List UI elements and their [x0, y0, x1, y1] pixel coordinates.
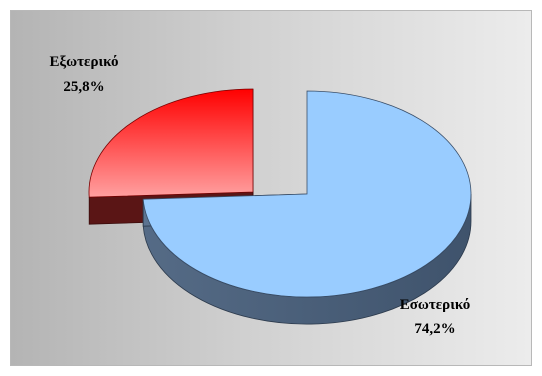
slice-label-outer-value: 25,8%	[63, 79, 104, 95]
slice-label-outer-name: Εξωτερικό	[49, 54, 118, 70]
slice-label-inner-value: 74,2%	[414, 321, 455, 337]
chart-area: Εσωτερικό 74,2% Εξωτερικό 25,8%	[10, 10, 532, 366]
slice-label-inner-name: Εσωτερικό	[400, 297, 471, 313]
slice-inner	[142, 90, 472, 298]
slice-outer	[88, 88, 254, 198]
pie-chart: Εσωτερικό 74,2% Εξωτερικό 25,8%	[49, 54, 472, 337]
